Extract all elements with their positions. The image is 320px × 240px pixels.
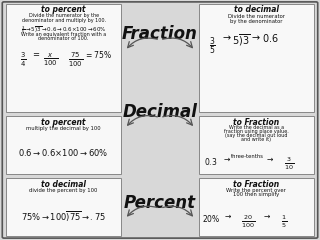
Text: to Fraction: to Fraction xyxy=(233,180,279,189)
Text: $\frac{20}{100}$: $\frac{20}{100}$ xyxy=(241,213,255,230)
Text: Write the decimal as a: Write the decimal as a xyxy=(229,125,284,130)
Text: $\frac{3}{5}$: $\frac{3}{5}$ xyxy=(209,35,216,57)
Text: $0.6$: $0.6$ xyxy=(261,32,278,44)
Text: $\rightarrow$: $\rightarrow$ xyxy=(265,155,275,164)
Text: Write the percent over: Write the percent over xyxy=(227,188,286,193)
Text: $\rightarrow$: $\rightarrow$ xyxy=(223,212,233,221)
Text: Percent: Percent xyxy=(124,194,196,212)
Text: to percent: to percent xyxy=(41,118,86,127)
Text: fraction using place value.: fraction using place value. xyxy=(224,129,289,134)
Text: $\rightarrow$: $\rightarrow$ xyxy=(221,32,233,42)
Text: 100 then simplify: 100 then simplify xyxy=(233,192,279,197)
Text: $0.3$: $0.3$ xyxy=(204,156,218,167)
Text: Decimal: Decimal xyxy=(123,103,197,121)
Text: denominator of 100.: denominator of 100. xyxy=(38,36,89,42)
Text: $=75\%$: $=75\%$ xyxy=(84,49,112,60)
Text: $\frac{3}{4}$: $\frac{3}{4}$ xyxy=(20,51,26,69)
Text: $\frac{75}{100}$: $\frac{75}{100}$ xyxy=(68,51,83,69)
Text: $5\overline{)3}$: $5\overline{)3}$ xyxy=(232,32,250,48)
Text: to percent: to percent xyxy=(41,6,86,14)
Text: $\frac{3}{10}$: $\frac{3}{10}$ xyxy=(284,156,294,172)
Text: $\rightarrow$: $\rightarrow$ xyxy=(262,212,271,221)
FancyBboxPatch shape xyxy=(6,4,121,112)
FancyBboxPatch shape xyxy=(6,116,121,174)
FancyBboxPatch shape xyxy=(2,2,318,238)
Text: by the denominator: by the denominator xyxy=(230,18,283,24)
Text: divide the percent by 100: divide the percent by 100 xyxy=(29,188,98,193)
Text: $\frac{3}{5}{\rightarrow}5\overline{)3}{\rightarrow}0.6{\rightarrow}0.6{\times}1: $\frac{3}{5}{\rightarrow}5\overline{)3}{… xyxy=(21,24,107,36)
Text: $\rightarrow$: $\rightarrow$ xyxy=(250,32,261,42)
FancyBboxPatch shape xyxy=(199,4,314,112)
Text: to decimal: to decimal xyxy=(234,6,279,14)
FancyBboxPatch shape xyxy=(199,178,314,236)
Text: $\frac{x}{100}$: $\frac{x}{100}$ xyxy=(43,51,58,68)
Text: $\rightarrow$: $\rightarrow$ xyxy=(222,155,232,164)
Text: $20\%$: $20\%$ xyxy=(202,213,220,224)
Text: to Fraction: to Fraction xyxy=(233,118,279,127)
Text: Divide the numerator: Divide the numerator xyxy=(228,14,285,19)
FancyBboxPatch shape xyxy=(6,178,121,236)
Text: $\frac{1}{5}$: $\frac{1}{5}$ xyxy=(281,213,287,230)
FancyBboxPatch shape xyxy=(199,116,314,174)
Text: multiply the decimal by 100: multiply the decimal by 100 xyxy=(26,126,101,131)
Text: Write an equivalent fraction with a: Write an equivalent fraction with a xyxy=(21,32,106,37)
Text: Divide the numerator by the: Divide the numerator by the xyxy=(28,13,99,18)
Text: (say the decimal out loud: (say the decimal out loud xyxy=(225,133,288,138)
Text: and write it): and write it) xyxy=(241,137,271,142)
Text: three-tenths: three-tenths xyxy=(231,154,264,159)
Text: to decimal: to decimal xyxy=(41,180,86,189)
Text: $75\%{\rightarrow}100\overline{)75}{\rightarrow}.75$: $75\%{\rightarrow}100\overline{)75}{\rig… xyxy=(21,210,106,224)
Text: Fraction: Fraction xyxy=(122,24,198,42)
Text: $=$: $=$ xyxy=(31,49,41,58)
Text: $0.6{\rightarrow}0.6{\times}100{\rightarrow}60\%$: $0.6{\rightarrow}0.6{\times}100{\rightar… xyxy=(19,147,109,158)
Text: denominator and multiply by 100.: denominator and multiply by 100. xyxy=(22,18,106,23)
